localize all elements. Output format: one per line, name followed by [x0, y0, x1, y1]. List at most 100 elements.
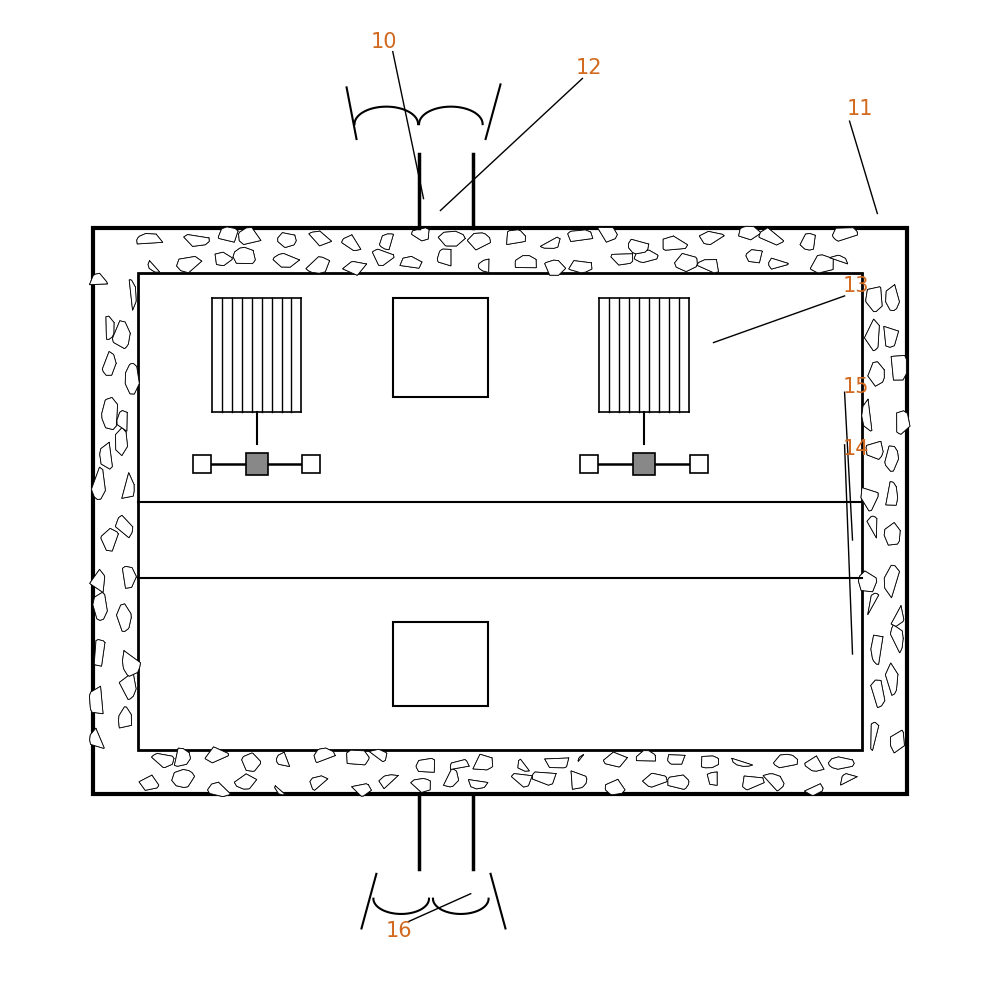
Polygon shape	[306, 257, 329, 273]
Polygon shape	[891, 355, 906, 380]
Polygon shape	[828, 757, 854, 770]
Polygon shape	[205, 747, 228, 763]
Polygon shape	[867, 516, 877, 538]
Polygon shape	[184, 234, 209, 246]
Polygon shape	[571, 771, 587, 789]
Polygon shape	[119, 673, 136, 699]
Polygon shape	[215, 252, 232, 265]
Polygon shape	[379, 234, 393, 249]
Polygon shape	[139, 776, 159, 790]
Polygon shape	[540, 237, 560, 248]
Polygon shape	[233, 247, 255, 263]
Polygon shape	[743, 777, 764, 789]
Polygon shape	[611, 254, 633, 265]
Bar	[193, 455, 211, 473]
Polygon shape	[739, 226, 761, 239]
Polygon shape	[117, 410, 127, 431]
Polygon shape	[507, 229, 525, 244]
Polygon shape	[90, 728, 104, 749]
Polygon shape	[518, 760, 529, 772]
Polygon shape	[707, 773, 717, 785]
Bar	[302, 455, 320, 473]
Polygon shape	[774, 755, 798, 768]
Polygon shape	[101, 528, 118, 551]
Polygon shape	[701, 756, 719, 768]
Polygon shape	[275, 785, 286, 794]
Polygon shape	[864, 319, 879, 351]
Polygon shape	[342, 235, 361, 250]
Polygon shape	[177, 256, 202, 273]
Polygon shape	[643, 774, 667, 787]
Polygon shape	[861, 488, 878, 510]
Text: 15: 15	[842, 377, 869, 397]
Polygon shape	[310, 776, 328, 790]
Polygon shape	[890, 730, 904, 753]
Polygon shape	[759, 227, 784, 245]
Polygon shape	[106, 316, 114, 340]
Polygon shape	[100, 442, 112, 469]
Polygon shape	[352, 783, 371, 796]
Polygon shape	[805, 756, 824, 772]
Polygon shape	[884, 522, 900, 545]
Polygon shape	[804, 783, 823, 795]
Polygon shape	[732, 759, 753, 767]
Polygon shape	[628, 239, 649, 254]
Polygon shape	[891, 606, 904, 626]
Polygon shape	[841, 774, 857, 785]
Polygon shape	[343, 261, 367, 275]
Polygon shape	[148, 261, 160, 272]
Polygon shape	[832, 227, 857, 241]
Polygon shape	[890, 625, 903, 652]
Polygon shape	[634, 250, 658, 262]
Polygon shape	[699, 231, 724, 244]
Polygon shape	[668, 775, 689, 789]
Polygon shape	[569, 260, 592, 273]
Text: 16: 16	[385, 922, 412, 941]
Polygon shape	[810, 255, 833, 273]
Polygon shape	[886, 482, 898, 505]
Polygon shape	[885, 663, 898, 695]
Polygon shape	[763, 774, 784, 790]
Polygon shape	[578, 755, 583, 762]
Polygon shape	[469, 780, 488, 788]
Polygon shape	[218, 227, 238, 242]
Polygon shape	[278, 232, 296, 247]
Polygon shape	[152, 754, 174, 768]
Text: 13: 13	[842, 276, 869, 296]
Polygon shape	[532, 772, 556, 785]
Polygon shape	[102, 352, 116, 375]
Polygon shape	[208, 782, 230, 796]
Polygon shape	[545, 758, 569, 768]
Polygon shape	[605, 780, 625, 794]
Polygon shape	[416, 759, 435, 773]
Polygon shape	[90, 569, 105, 593]
Polygon shape	[119, 707, 132, 728]
Text: 14: 14	[842, 439, 869, 459]
Polygon shape	[242, 753, 261, 772]
Polygon shape	[866, 441, 883, 460]
Bar	[633, 453, 655, 475]
Polygon shape	[636, 751, 656, 761]
Polygon shape	[884, 565, 899, 598]
Polygon shape	[137, 233, 163, 244]
Bar	[580, 455, 598, 473]
Polygon shape	[478, 259, 489, 272]
Polygon shape	[172, 770, 195, 787]
Polygon shape	[129, 280, 136, 310]
Polygon shape	[234, 774, 257, 789]
Polygon shape	[511, 774, 532, 787]
Polygon shape	[411, 779, 430, 792]
Polygon shape	[568, 230, 593, 241]
Polygon shape	[273, 253, 299, 267]
Polygon shape	[746, 249, 762, 263]
Polygon shape	[862, 399, 872, 431]
Polygon shape	[871, 680, 885, 707]
Polygon shape	[868, 593, 879, 615]
Polygon shape	[897, 411, 910, 434]
Bar	[246, 453, 268, 475]
Polygon shape	[116, 428, 128, 456]
Polygon shape	[444, 769, 459, 786]
Polygon shape	[675, 253, 697, 272]
Polygon shape	[93, 593, 107, 621]
Text: 11: 11	[846, 99, 873, 119]
